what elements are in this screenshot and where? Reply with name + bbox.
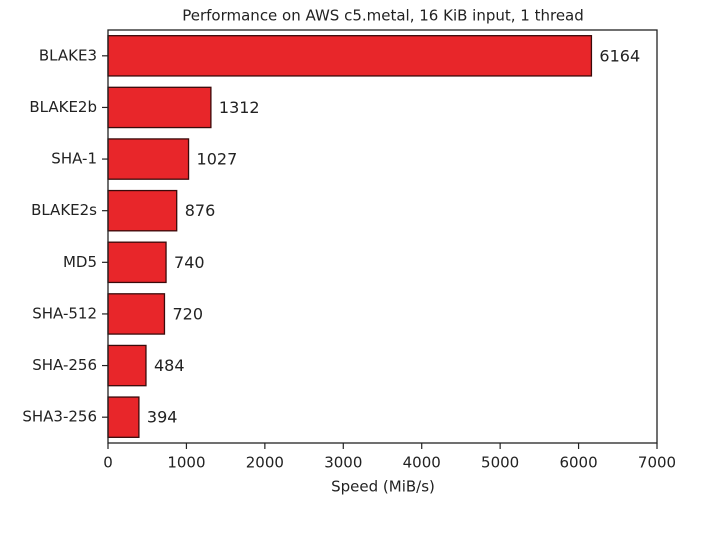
data-label: 394 [147,408,178,427]
x-tick-label: 5000 [481,454,519,472]
bar [107,241,167,284]
x-tick-label: 3000 [324,454,362,472]
y-tick-label: BLAKE2s [31,201,97,219]
y-tick-label: SHA-1 [51,150,97,168]
x-axis-label: Speed (MiB/s) [331,478,435,496]
data-label: 740 [174,253,205,272]
bar [107,189,178,232]
y-tick-label: MD5 [63,253,97,271]
data-label: 484 [154,356,185,375]
x-tick-label: 4000 [403,454,441,472]
x-tick-label: 2000 [246,454,284,472]
y-tick-label: SHA-256 [32,356,97,374]
bar [107,138,190,180]
bar [107,396,140,438]
data-label: 6164 [599,46,640,65]
y-tick-label: SHA-512 [32,304,97,322]
y-tick-label: BLAKE3 [39,46,97,64]
bar [107,293,166,335]
x-tick-label: 6000 [559,454,597,472]
x-tick-label: 1000 [167,454,205,472]
bar [107,86,212,129]
x-tick-label: 0 [103,454,113,472]
data-label: 876 [185,201,216,220]
plot-frame [107,29,658,444]
data-label: 1312 [219,98,260,117]
x-tick-label: 7000 [638,454,676,472]
y-tick-label: SHA3-256 [22,408,97,426]
data-label: 1027 [197,150,238,169]
bar [107,344,147,387]
chart-title: Performance on AWS c5.metal, 16 KiB inpu… [182,7,584,25]
y-tick-label: BLAKE2b [29,98,97,116]
bar [107,35,593,77]
data-label: 720 [172,304,203,323]
